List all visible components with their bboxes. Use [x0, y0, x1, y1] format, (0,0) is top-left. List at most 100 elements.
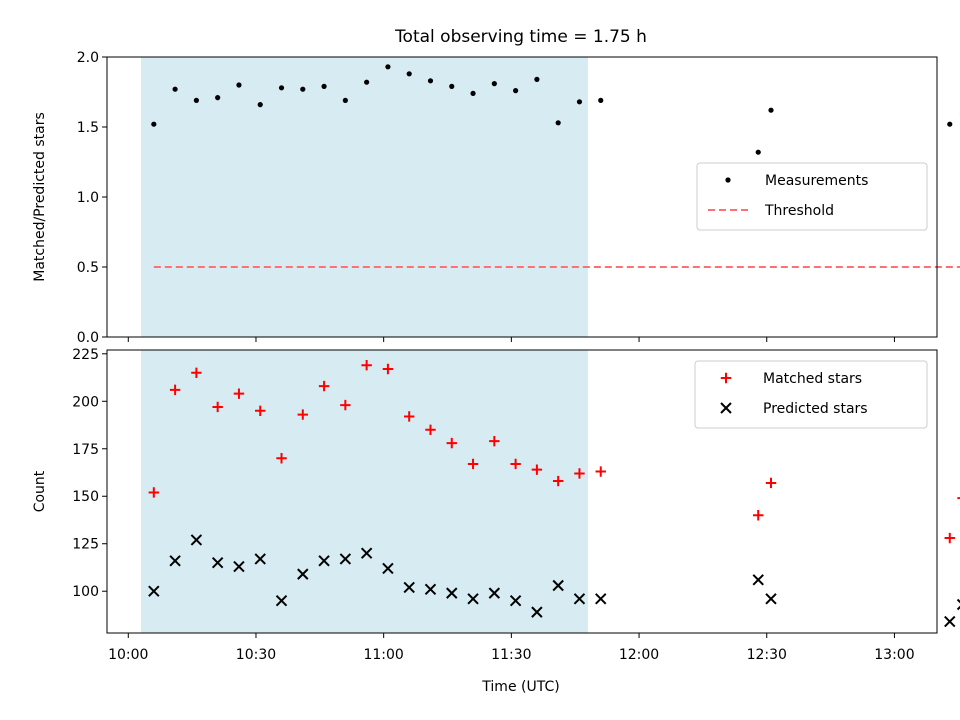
- count-point: [233, 560, 245, 573]
- ratio-point: [172, 86, 178, 92]
- ratio-point: [385, 64, 391, 70]
- x-axis-label: Time (UTC): [481, 679, 559, 695]
- count-legend-label: Matched stars: [763, 371, 862, 387]
- ratio-point: [534, 76, 540, 82]
- ratio-y-tick-label: 1.0: [77, 190, 99, 206]
- ratio-y-tick-label: 0.0: [77, 330, 99, 346]
- count-point: [467, 458, 479, 470]
- count-point: [169, 555, 181, 567]
- x-tick-label: 10:00: [108, 647, 148, 663]
- count-axes-frame: [106, 349, 938, 634]
- count-point: [957, 497, 960, 500]
- count-point: [467, 593, 479, 605]
- ratio-legend: Measurements Threshold: [696, 162, 928, 231]
- count-point: [191, 367, 202, 378]
- count-point: [531, 464, 543, 475]
- ratio-legend-label: Measurements: [765, 173, 868, 189]
- count-point: [552, 579, 564, 592]
- count-point: [404, 411, 415, 422]
- count-series-0: [148, 359, 960, 544]
- count-point: [339, 553, 352, 565]
- count-point: [233, 388, 245, 399]
- count-point: [211, 557, 224, 569]
- count-point: [765, 477, 777, 489]
- count-y-tick-label: 200: [72, 394, 99, 410]
- count-point: [765, 593, 777, 605]
- ratio-point: [576, 99, 583, 105]
- count-point: [361, 359, 372, 371]
- count-point: [510, 458, 521, 470]
- count-legend-label: Predicted stars: [763, 401, 868, 417]
- count-panel: 100 125 150 175 200 225 10:00 10:30 11:00 11:30 12…: [32, 347, 960, 663]
- ratio-point: [151, 121, 157, 127]
- chart-title: Total observing time = 1.75 h: [394, 27, 647, 47]
- count-point: [488, 587, 501, 599]
- ratio-point: [342, 97, 348, 103]
- ratio-point: [598, 97, 604, 103]
- ratio-y-axis-label: Matched/Predicted stars: [32, 112, 48, 282]
- ratio-legend-box: [696, 162, 928, 231]
- ratio-point: [491, 81, 497, 87]
- count-legend-marker: [720, 402, 732, 414]
- count-point: [489, 435, 500, 447]
- ratio-series-0: [151, 64, 960, 155]
- count-point: [509, 595, 522, 607]
- count-point: [297, 409, 308, 420]
- ratio-observing-interval-band: [141, 57, 588, 337]
- count-point: [574, 468, 585, 479]
- count-observing-interval-band: [141, 350, 588, 633]
- count-y-tick-label: 175: [72, 442, 99, 458]
- count-point: [573, 593, 586, 605]
- ratio-point: [427, 78, 434, 84]
- count-point: [382, 562, 394, 575]
- ratio-point: [470, 90, 476, 96]
- count-y-axis-label: Count: [32, 470, 48, 512]
- count-point: [403, 581, 415, 594]
- x-tick-label: 12:00: [619, 647, 659, 663]
- count-point: [169, 384, 181, 396]
- ratio-point: [364, 79, 370, 85]
- count-point: [446, 587, 458, 599]
- ratio-point: [768, 107, 774, 113]
- ratio-y-tick-label: 1.5: [77, 120, 99, 136]
- count-point: [148, 487, 160, 498]
- count-point: [752, 574, 764, 586]
- count-legend-marker: [720, 372, 732, 384]
- ratio-panel: 0.0 0.5 1.0 1.5 2.0 Matched/Predicted stars Me…: [32, 50, 960, 346]
- ratio-legend-label: Threshold: [764, 203, 834, 219]
- ratio-point: [300, 86, 306, 92]
- count-point: [255, 405, 266, 416]
- count-point: [318, 380, 330, 392]
- ratio-point: [193, 97, 199, 103]
- count-point: [753, 510, 764, 521]
- count-point: [531, 606, 543, 618]
- count-point: [340, 399, 351, 411]
- ratio-y-tick-label: 0.5: [77, 260, 99, 276]
- ratio-point: [321, 83, 327, 89]
- ratio-point: [215, 95, 221, 101]
- count-point: [297, 568, 309, 580]
- ratio-point: [449, 83, 455, 89]
- count-y-tick-label: 225: [72, 347, 99, 363]
- ratio-point: [555, 120, 561, 126]
- ratio-y-tick-label: 2.0: [77, 50, 99, 66]
- count-y-tick-label: 125: [72, 537, 99, 553]
- x-tick-label: 10:30: [236, 647, 276, 663]
- x-tick-label: 12:30: [747, 647, 787, 663]
- ratio-point: [513, 88, 519, 94]
- count-series-1: [148, 534, 960, 628]
- count-point: [148, 585, 160, 597]
- count-point: [956, 598, 960, 611]
- ratio-point: [278, 85, 285, 91]
- count-point: [944, 532, 955, 544]
- x-tick-label: 11:00: [363, 647, 403, 663]
- ratio-point: [406, 71, 412, 77]
- count-point: [254, 553, 266, 565]
- ratio-point: [947, 121, 953, 127]
- count-y-tick-label: 150: [72, 489, 99, 505]
- ratio-point: [755, 149, 761, 155]
- x-tick-label: 11:30: [491, 647, 531, 663]
- count-point: [318, 555, 330, 567]
- count-point: [595, 466, 606, 477]
